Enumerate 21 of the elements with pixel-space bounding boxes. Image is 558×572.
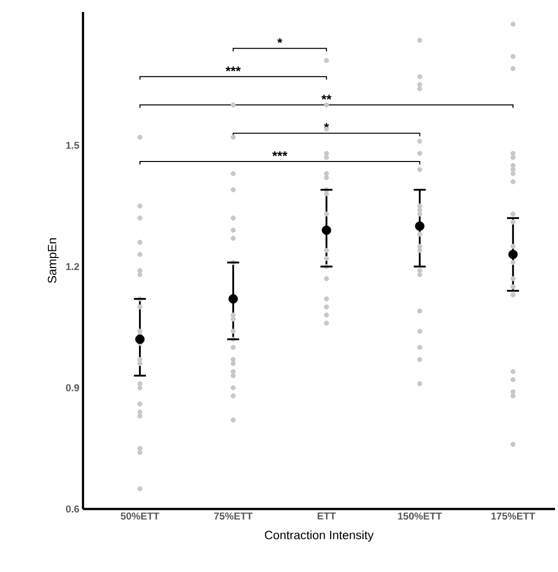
point [322,225,332,235]
y-tick-label: 0.9 [66,384,80,392]
annotation: *** [272,151,288,156]
annotation: * [324,123,329,128]
point [415,221,424,231]
point [228,294,238,304]
x-tick-label: ETT [318,512,336,520]
y-tick-label: 1.2 [66,263,80,270]
x-tick-label: 50%ETT [120,512,160,520]
point [135,334,145,344]
annotation: *** [226,66,241,72]
point [508,250,518,260]
annotation: ** [321,94,332,100]
x-tick-label: 75%ETT [214,512,253,520]
y-tick-label: 1.5 [66,142,80,149]
x-tick-label: 150%ETT [398,512,442,520]
y-tick-label: 0.6 [66,505,80,513]
x-axis-title: Contraction Intensity [264,530,374,542]
x-tick-label: 175%ETT [491,512,536,520]
y-axis-title: SampEn [48,238,59,283]
annotation: * [277,38,282,44]
